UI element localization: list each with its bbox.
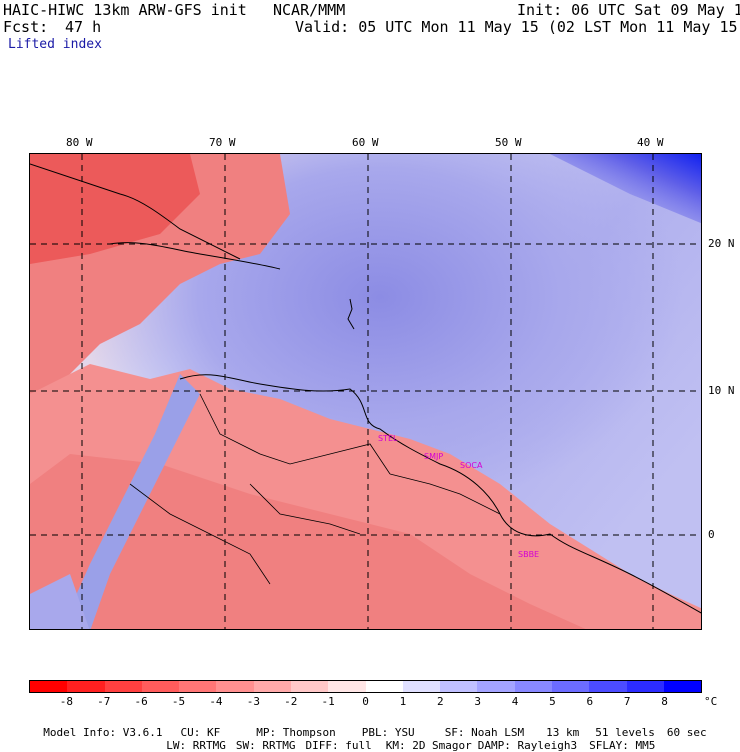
andes-stable	[60, 374, 200, 629]
colorbar-swatch	[328, 681, 366, 692]
footer-model-info: Model Info: V3.6.1	[43, 726, 163, 739]
lon-label-70w: 70 W	[209, 136, 236, 149]
colorbar-swatch	[477, 681, 515, 692]
colorbar-tick-label: 5	[549, 695, 556, 708]
colorbar-tick-label: 7	[623, 695, 631, 708]
forecast-label: Fcst:	[3, 18, 49, 36]
footer-pbl: PBL: YSU	[361, 726, 415, 739]
colorbar-swatch	[514, 681, 552, 692]
colorbar-tick-label: 2	[436, 695, 444, 708]
footer-sflay: SFLAY: MM5	[589, 739, 656, 752]
colorbar	[29, 680, 702, 693]
footer-lw: LW: RRTMG	[166, 739, 226, 752]
pacific-stable	[30, 574, 90, 629]
station-label: SMJP	[424, 452, 444, 461]
colorbar-tick-label: -4	[209, 695, 223, 708]
colorbar-swatch	[290, 681, 329, 692]
lon-label-80w: 80 W	[66, 136, 93, 149]
colorbar-swatch	[67, 681, 105, 692]
station-label: SOCA	[460, 461, 483, 470]
colorbar-tick-label: -7	[97, 695, 111, 708]
org-label: NCAR/MMM	[273, 1, 346, 19]
footer-line1: Model Info: V3.6.1 CU: KF MP: Thompson PBL:…	[30, 713, 707, 739]
footer-sw: SW: RRTMG	[235, 739, 296, 752]
colorbar-tick-label: -3	[246, 695, 260, 708]
valid-time: Valid: 05 UTC Mon 11 May 15 (02 LST Mon …	[295, 18, 740, 36]
lat-label-20n: 20 N	[708, 237, 735, 250]
colorbar-swatch	[141, 681, 180, 692]
amazon-unstable	[30, 454, 586, 629]
colorbar-tick-label: 1	[399, 695, 407, 708]
footer-cu: CU: KF	[180, 726, 221, 739]
colorbar-unit: °C	[704, 695, 718, 708]
footer-line2: LW: RRTMG SW: RRTMG DIFF: full KM: 2D Smago…	[153, 726, 655, 752]
colorbar-tick-label: -2	[284, 695, 298, 708]
colorbar-swatch	[365, 681, 403, 692]
colorbar-swatch	[216, 681, 254, 692]
colorbar-tick-label: -5	[171, 695, 186, 708]
colorbar-tick-label: 3	[474, 695, 481, 708]
map-canvas	[30, 154, 701, 629]
forecast-hour: 47 h	[65, 18, 102, 36]
stable-corner	[550, 154, 701, 224]
footer-damp: DAMP: Rayleigh3	[477, 739, 578, 752]
footer-res: 13 km	[546, 726, 580, 739]
footer-timestep: 60 sec	[666, 726, 707, 739]
footer-sf: SF: Noah LSM	[444, 726, 525, 739]
country-borders	[129, 393, 501, 585]
colorbar-swatch	[179, 681, 217, 692]
lat-label-0: 0	[708, 528, 715, 541]
colorbar-tick-label: -8	[59, 695, 73, 708]
colorbar-swatch	[402, 681, 441, 692]
footer-mp: MP: Thompson	[256, 726, 336, 739]
footer-km: KM: 2D Smagor	[385, 739, 472, 752]
colorbar-tick-label: 0	[362, 695, 369, 708]
field-name: Lifted index	[8, 37, 102, 52]
colorbar-tick-label: -6	[134, 695, 148, 708]
init-time: Init: 06 UTC Sat 09 May 15	[517, 1, 740, 19]
colorbar-tick-label: 8	[661, 695, 668, 708]
lifted-index-map: STEL SMJP SOCA SBBE	[29, 153, 702, 630]
lon-label-40w: 40 W	[637, 136, 664, 149]
lat-label-10n: 10 N	[708, 384, 735, 397]
colorbar-tick-label: 6	[586, 695, 594, 708]
colorbar-swatch	[663, 681, 702, 692]
coastlines	[30, 163, 701, 614]
colorbar-swatch	[440, 681, 478, 692]
colorbar-swatch	[30, 681, 68, 692]
colorbar-tick-label: 4	[511, 695, 519, 708]
footer-levels: 51 levels	[595, 726, 655, 739]
colorbar-swatch	[626, 681, 664, 692]
colorbar-swatch	[551, 681, 590, 692]
colorbar-swatch	[589, 681, 627, 692]
lon-label-60w: 60 W	[352, 136, 379, 149]
caribbean-strong	[30, 154, 200, 264]
colorbar-swatch	[104, 681, 142, 692]
footer-diff: DIFF: full	[305, 739, 372, 752]
station-label: STEL	[378, 434, 398, 443]
station-label: SBBE	[518, 550, 540, 559]
model-title: HAIC-HIWC 13km ARW-GFS init	[3, 1, 247, 19]
graticule	[30, 154, 701, 629]
colorbar-tick-label: -1	[321, 695, 335, 708]
lon-label-50w: 50 W	[495, 136, 522, 149]
colorbar-swatch	[253, 681, 291, 692]
